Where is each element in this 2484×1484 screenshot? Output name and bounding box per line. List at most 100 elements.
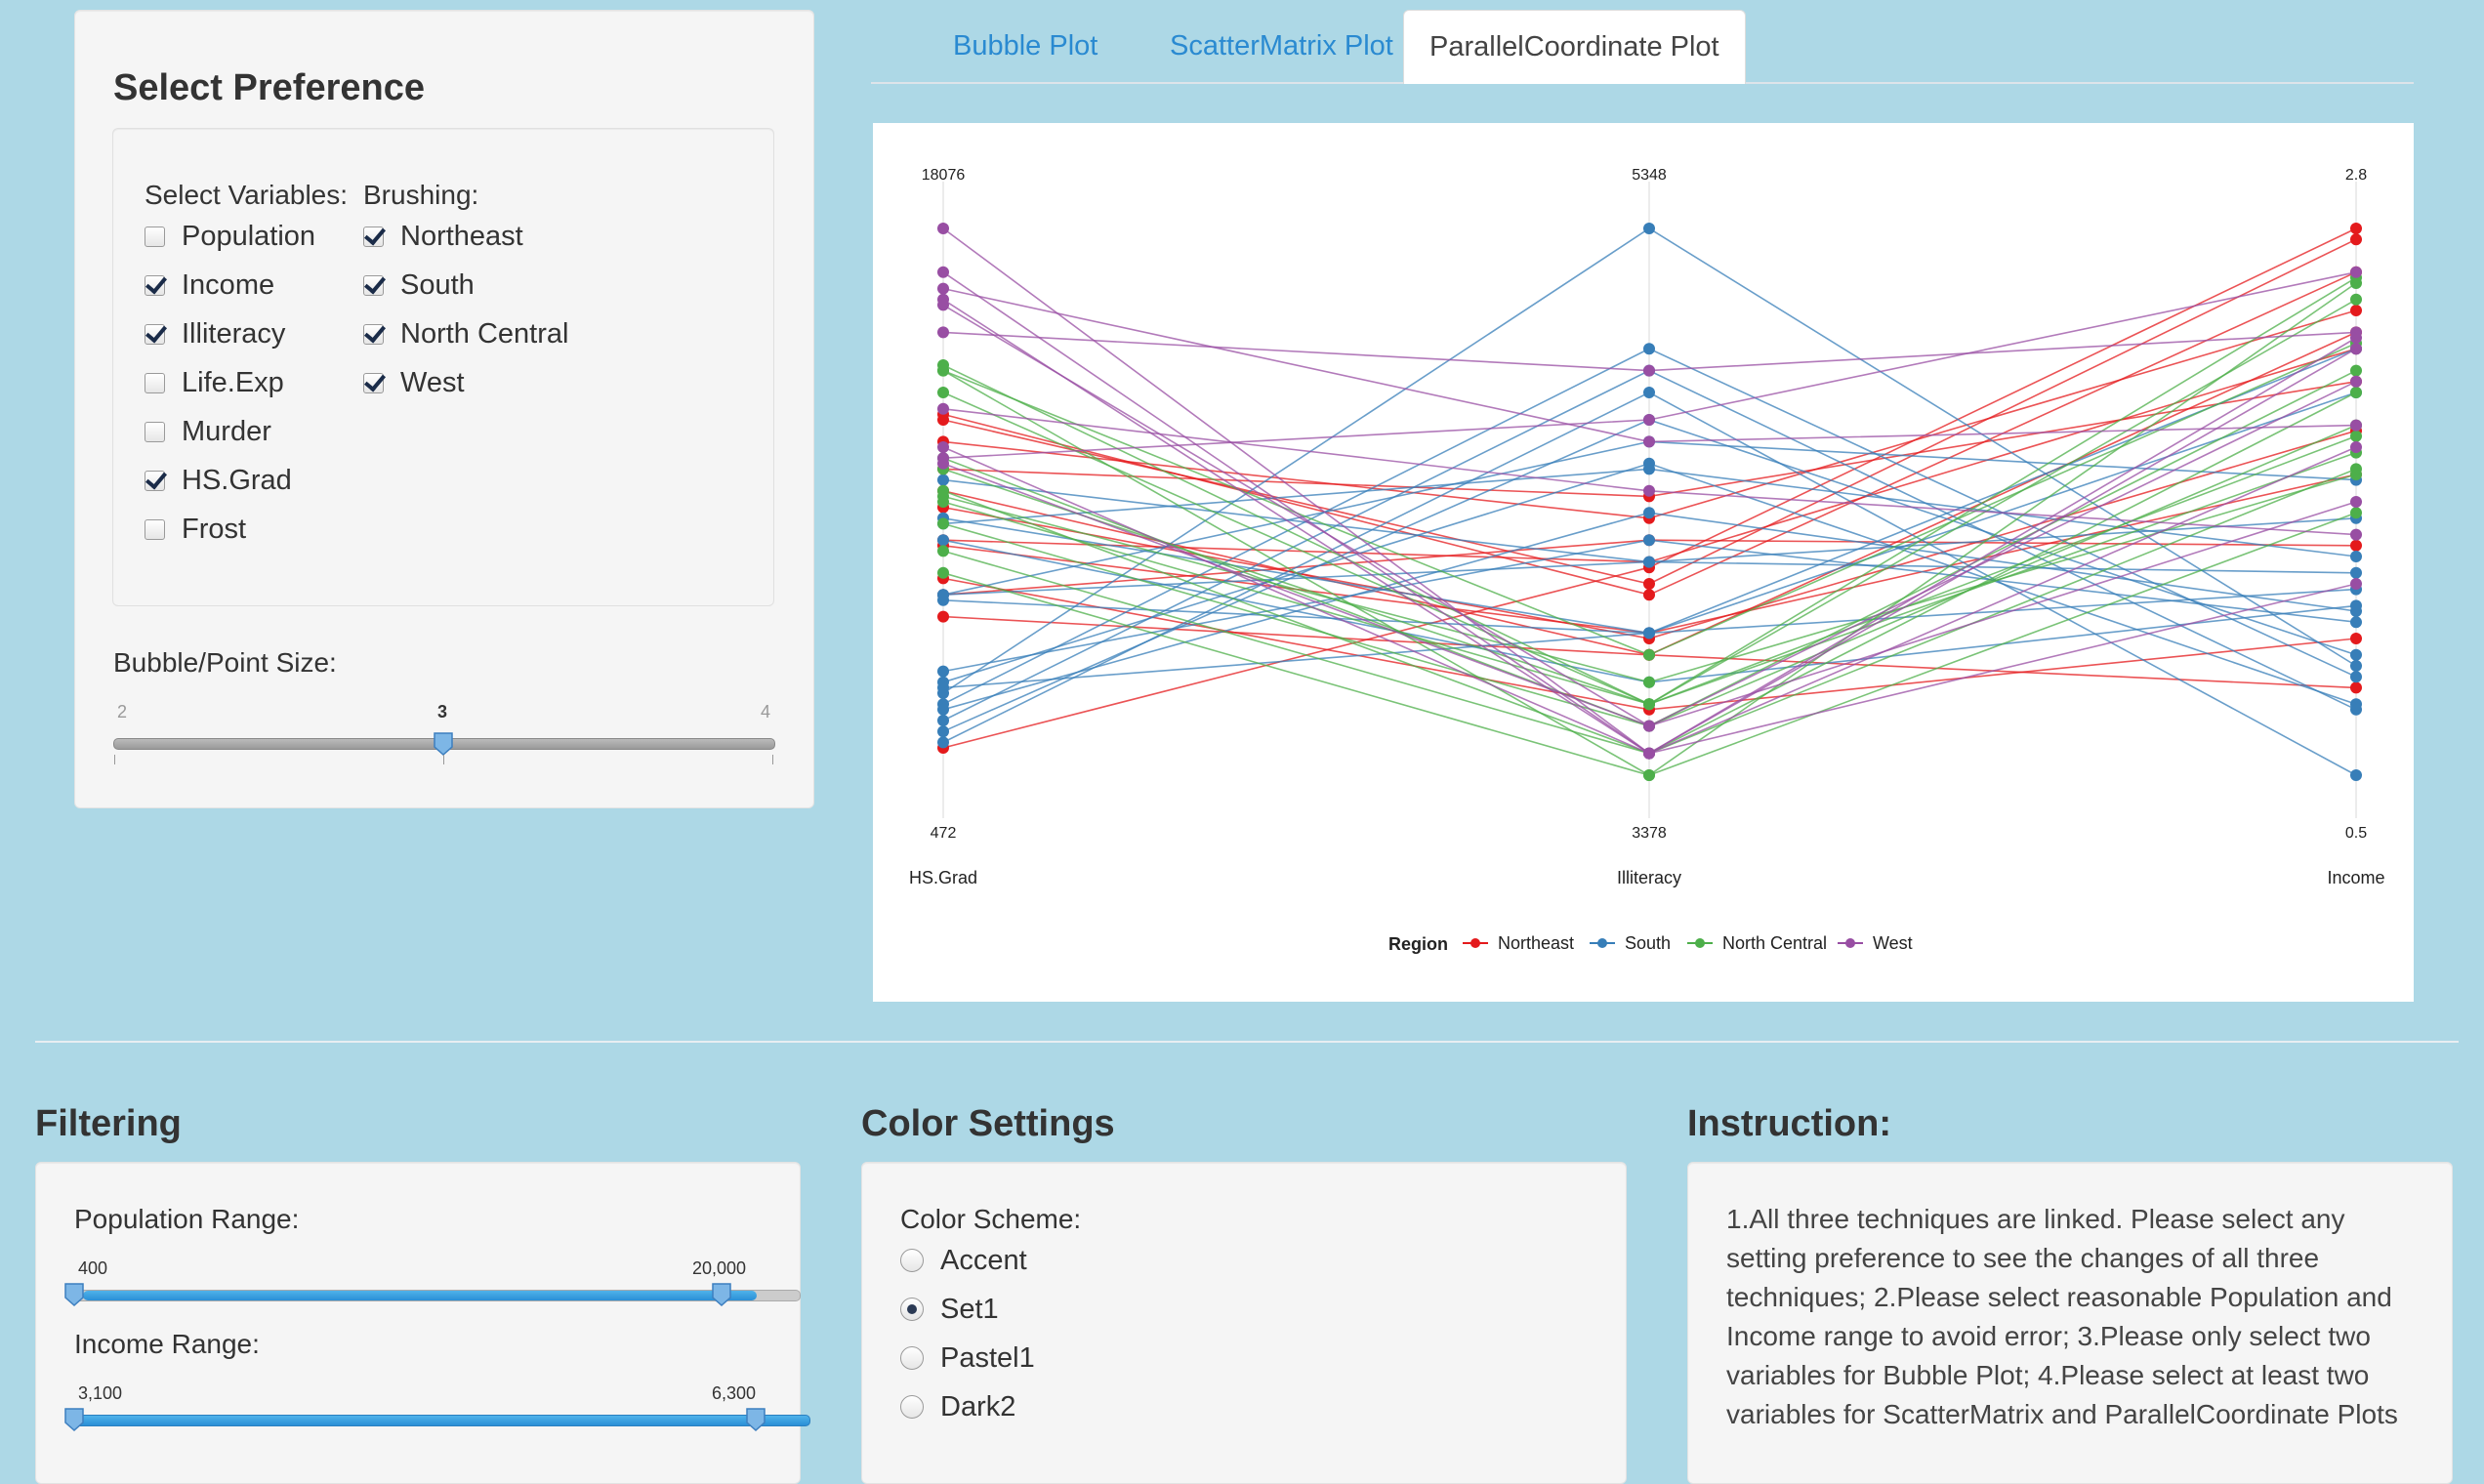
instruction-title: Instruction:: [1687, 1103, 1891, 1144]
income-range-handle-min[interactable]: [63, 1407, 85, 1432]
variable-checkbox-income[interactable]: Income: [145, 266, 274, 305]
checkbox-life-exp[interactable]: [145, 372, 165, 393]
checkbox-hs-grad[interactable]: [145, 470, 165, 491]
axis-top-label-income: 2.8: [2345, 167, 2367, 184]
data-point: [2350, 441, 2362, 453]
select-variables-label: Select Variables:: [145, 180, 349, 210]
radio-dark2[interactable]: Dark2: [900, 1387, 1015, 1426]
variable-checkbox-hs-grad[interactable]: HS.Grad: [145, 461, 292, 500]
population-range-max: 20,000: [692, 1258, 747, 1278]
instruction-line: 1.All three techniques are linked. Pleas…: [1726, 1204, 2345, 1234]
legend-marker-northeast: [1470, 938, 1480, 948]
data-point: [937, 282, 949, 295]
radio-pastel1[interactable]: Pastel1: [900, 1339, 1035, 1378]
axis-top-label-illiteracy: 5348: [1632, 167, 1667, 184]
filtering-title: Filtering: [35, 1103, 182, 1144]
data-point: [2350, 681, 2362, 694]
checkbox-label: Frost: [182, 513, 247, 545]
population-range-handle-min[interactable]: [63, 1282, 85, 1307]
data-point: [1643, 648, 1655, 661]
variable-checkbox-murder[interactable]: Murder: [145, 412, 271, 451]
data-point: [1643, 463, 1655, 475]
income-range-track[interactable]: [74, 1415, 810, 1426]
radio-accent[interactable]: Accent: [900, 1241, 1027, 1280]
data-point: [937, 715, 949, 726]
instruction-line: variables for Bubble Plot; 4.Please sele…: [1726, 1360, 2370, 1390]
data-point: [937, 534, 949, 547]
income-range-label: Income Range:: [74, 1329, 260, 1359]
data-point: [2350, 233, 2362, 246]
radio-button-dark2[interactable]: [900, 1395, 924, 1419]
data-point: [937, 517, 949, 530]
data-point: [1643, 507, 1655, 519]
population-range-handle-max[interactable]: [711, 1282, 732, 1307]
checkbox-illiteracy[interactable]: [145, 323, 165, 345]
axis-bottom-label-illiteracy: 3378: [1632, 825, 1667, 842]
data-point: [937, 681, 949, 694]
checkbox-north-central[interactable]: [363, 323, 384, 345]
slider-tick-mid: [443, 755, 444, 764]
brushing-checkbox-northeast[interactable]: Northeast: [363, 217, 523, 256]
radio-set1[interactable]: Set1: [900, 1290, 999, 1329]
slider-tick-max: [772, 755, 773, 764]
data-point: [1643, 627, 1655, 639]
checkbox-income[interactable]: [145, 274, 165, 296]
income-range-min: 3,100: [78, 1383, 123, 1403]
data-point: [937, 725, 949, 738]
brushing-checkbox-west[interactable]: West: [363, 363, 465, 402]
data-point: [937, 441, 949, 453]
variable-checkbox-population[interactable]: Population: [145, 217, 315, 256]
checkbox-northeast[interactable]: [363, 226, 384, 247]
tab-parallelcoordinate-plot[interactable]: ParallelCoordinate Plot: [1403, 10, 1746, 84]
legend-marker-west: [1845, 938, 1855, 948]
data-point: [2350, 326, 2362, 339]
data-point: [937, 474, 949, 486]
population-range-min: 400: [78, 1258, 108, 1278]
tab-bubble-plot[interactable]: Bubble Plot: [953, 30, 1098, 62]
data-point: [1643, 556, 1655, 568]
radio-label: Pastel1: [940, 1341, 1035, 1374]
data-point: [2350, 387, 2362, 398]
checkbox-population[interactable]: [145, 226, 165, 247]
data-point: [1643, 534, 1655, 547]
radio-button-accent[interactable]: [900, 1249, 924, 1272]
color-settings-panel: Color Scheme: Accent Set1 Pastel1 Dark2: [861, 1162, 1627, 1484]
checkbox-label: West: [400, 366, 465, 398]
data-point: [2350, 430, 2362, 442]
checkbox-west[interactable]: [363, 372, 384, 393]
checkbox-label: Murder: [182, 415, 271, 447]
variable-checkbox-frost[interactable]: Frost: [145, 510, 246, 549]
data-point: [2350, 305, 2362, 316]
legend-title: Region: [1388, 934, 1448, 954]
instruction-panel: 1.All three techniques are linked. Pleas…: [1687, 1162, 2453, 1484]
population-range-label: Population Range:: [74, 1204, 300, 1234]
checkbox-murder[interactable]: [145, 421, 165, 442]
brushing-label: Brushing:: [363, 180, 479, 210]
data-point: [937, 665, 949, 678]
variable-checkbox-life-exp[interactable]: Life.Exp: [145, 363, 284, 402]
radio-button-set1[interactable]: [900, 1298, 924, 1321]
instruction-line: techniques; 2.Please select reasonable P…: [1726, 1282, 2392, 1312]
tab-scattermatrix-plot[interactable]: ScatterMatrix Plot: [1170, 30, 1393, 62]
data-point: [2350, 223, 2362, 234]
axis-name-illiteracy: Illiteracy: [1617, 868, 1681, 887]
legend-marker-north-central: [1695, 938, 1705, 948]
data-point: [1643, 578, 1655, 590]
data-point: [937, 364, 949, 377]
point-size-slider-handle[interactable]: [433, 731, 454, 757]
variable-checkbox-illiteracy[interactable]: Illiteracy: [145, 314, 285, 353]
data-point: [2350, 528, 2362, 541]
checkbox-label: North Central: [400, 317, 569, 350]
checkbox-frost[interactable]: [145, 518, 165, 540]
brushing-checkbox-north-central[interactable]: North Central: [363, 314, 568, 353]
brushing-checkbox-south[interactable]: South: [363, 266, 475, 305]
data-point: [937, 326, 949, 339]
data-point: [937, 566, 949, 579]
data-point: [937, 387, 949, 398]
checkbox-south[interactable]: [363, 274, 384, 296]
data-point: [1643, 364, 1655, 377]
radio-button-pastel1[interactable]: [900, 1346, 924, 1370]
data-point: [2350, 364, 2362, 377]
parallel-coordinate-plot: 18076 472 HS.Grad 5348 3378 Illiteracy 2…: [873, 123, 2414, 1002]
income-range-handle-max[interactable]: [745, 1407, 766, 1432]
